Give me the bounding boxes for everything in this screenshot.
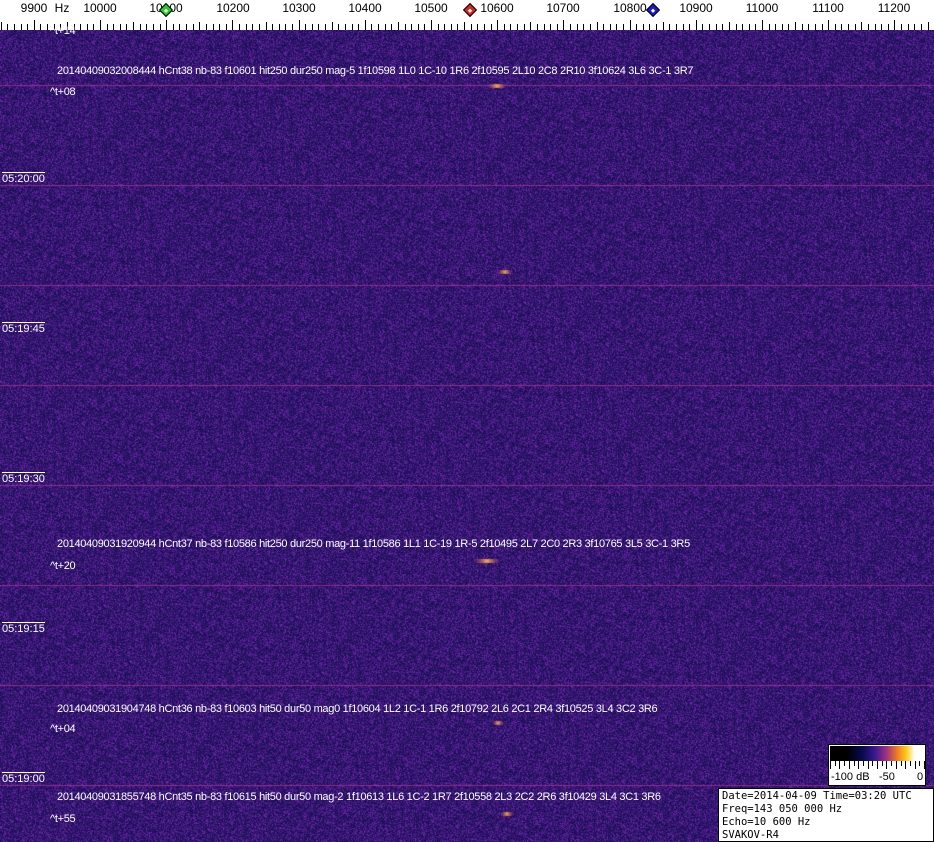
colorbar-ticks <box>830 761 925 769</box>
event-offset: ^t+14 <box>50 25 76 37</box>
tick-label: 10000 <box>83 1 117 15</box>
event-info: 20140409031904748 hCnt36 nb-83 f10603 hi… <box>57 703 658 715</box>
time-label: 05:19:15 <box>2 622 45 635</box>
info-frequency: Freq=143 050 000 Hz <box>722 803 843 815</box>
event-info: 20140409031855748 hCnt35 nb-83 f10615 hi… <box>57 791 661 803</box>
time-label: 05:19:00 <box>2 772 45 785</box>
colorbar-label: 0 <box>917 771 924 783</box>
info-echo: Echo=10 600 Hz <box>722 816 811 828</box>
tick-label: 10800 <box>613 1 647 15</box>
tick-label: 11000 <box>745 1 779 15</box>
tick-label: 10700 <box>546 1 580 15</box>
tick-label: 10300 <box>282 1 316 15</box>
event-offset: ^t+55 <box>50 813 76 825</box>
colorbar-legend: -100 dB -50 0 <box>828 744 926 786</box>
time-label: 05:19:45 <box>2 322 45 335</box>
event-info: 20140409032008444 hCnt38 nb-83 f10601 hi… <box>57 65 694 77</box>
colorbar-label: -100 dB <box>831 771 870 783</box>
tick-label: 10400 <box>348 1 382 15</box>
tick-label: 10900 <box>679 1 713 15</box>
tick-label: 11100 <box>812 1 844 15</box>
event-info: 20140409031920944 hCnt37 nb-83 f10586 hi… <box>57 538 690 550</box>
info-station: SVAKOV-R4 <box>722 829 779 841</box>
tick-label: 10200 <box>216 1 250 15</box>
info-box: Date=2014-04-09 Time=03:20 UTC Freq=143 … <box>718 788 934 842</box>
event-offset: ^t+20 <box>50 560 76 572</box>
colorbar-gradient <box>830 746 924 761</box>
tick-label: 11200 <box>877 1 911 15</box>
spectrogram-waterfall <box>0 30 934 842</box>
tick-label: 10600 <box>480 1 514 15</box>
frequency-axis: 9900 Hz 10000 10100 10200 10300 10400 10… <box>0 0 934 30</box>
info-date-time: Date=2014-04-09 Time=03:20 UTC <box>722 790 912 802</box>
time-label: 05:20:00 <box>2 172 45 185</box>
tick-label: 9900 <box>20 1 48 15</box>
event-offset: ^t+08 <box>50 86 76 98</box>
event-offset: ^t+04 <box>50 723 76 735</box>
axis-unit: Hz <box>54 1 70 15</box>
axis-ticks <box>1 20 929 30</box>
tick-label: 10500 <box>414 1 448 15</box>
colorbar-label: -50 <box>879 771 895 783</box>
time-label: 05:19:30 <box>2 472 45 485</box>
